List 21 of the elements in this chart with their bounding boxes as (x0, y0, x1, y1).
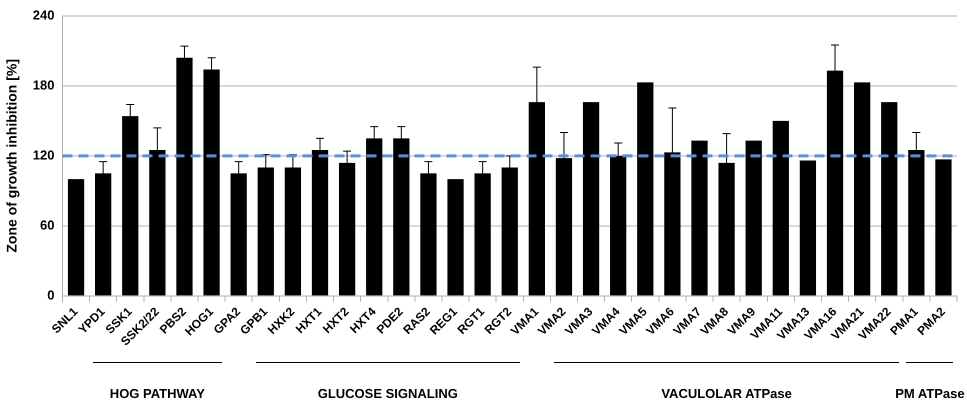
text: PM ATPase (895, 386, 965, 401)
y-tick-label: 60 (40, 217, 54, 232)
text: VACULOLAR ATPase (661, 386, 792, 401)
y-tick-label: 180 (32, 77, 54, 92)
y-tick-label: 240 (32, 7, 54, 22)
bar (935, 159, 952, 296)
bar (691, 140, 708, 296)
bar (637, 82, 654, 296)
bar (772, 120, 789, 296)
text: HOG PATHWAY (110, 386, 205, 401)
bar (881, 102, 898, 296)
y-tick-label: 120 (32, 147, 54, 162)
bar (854, 82, 870, 296)
bar (582, 102, 600, 296)
bar (800, 160, 816, 296)
y-tick-label: 0 (47, 287, 54, 302)
bar (746, 140, 762, 296)
text: GLUCOSE SIGNALING (318, 386, 458, 401)
bar (68, 179, 84, 296)
y-axis-title: Zone of growth inhibition [%] (3, 59, 20, 253)
bar (447, 179, 464, 296)
